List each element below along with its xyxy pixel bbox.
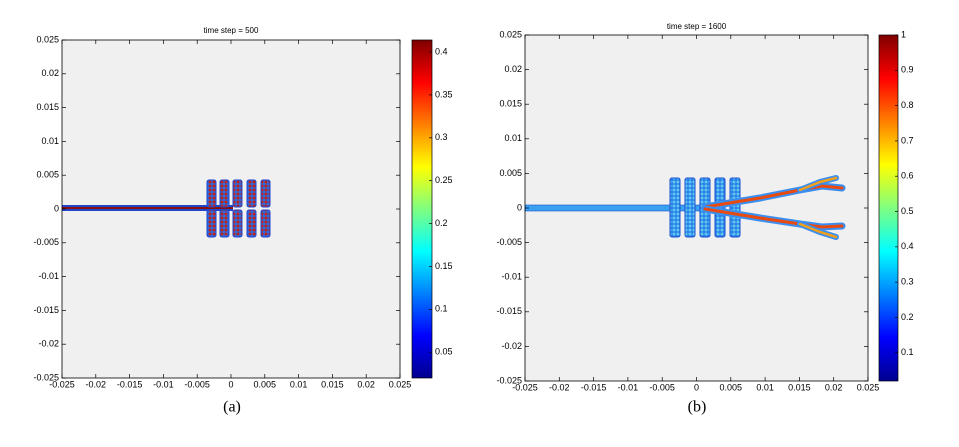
- y-tick-label: 0.005: [499, 168, 522, 178]
- y-tick-label: -0.01: [38, 271, 59, 281]
- particle-field: [62, 179, 271, 238]
- colorbar-tick-label: 0.3: [435, 132, 448, 142]
- y-tick-label: -0.005: [496, 237, 522, 247]
- x-tick-label: -0.01: [153, 379, 174, 389]
- x-tick-label: 0: [228, 379, 233, 389]
- chart-title: time step = 500: [204, 26, 259, 35]
- caption: (a): [223, 399, 241, 416]
- y-tick-label: -0.02: [501, 341, 522, 351]
- x-tick-label: 0.015: [321, 379, 344, 389]
- x-tick-label: 0.025: [857, 382, 880, 392]
- x-tick-label: -0.015: [117, 379, 143, 389]
- y-tick-label: -0.01: [501, 272, 522, 282]
- y-tick-label: 0.025: [36, 34, 59, 44]
- y-tick-label: 0.01: [504, 133, 522, 143]
- x-tick-label: 0.015: [788, 382, 811, 392]
- colorbar-tick-label: 0.4: [435, 46, 448, 56]
- colorbar-tick-label: 0.15: [435, 261, 453, 271]
- x-tick-label: -0.025: [49, 379, 75, 389]
- x-tick-label: 0.01: [756, 382, 774, 392]
- y-tick-label: -0.025: [33, 372, 59, 382]
- chart-title: time step = 1600: [667, 22, 727, 31]
- colorbar-tick-label: 1: [901, 29, 906, 39]
- x-tick-label: -0.005: [649, 382, 675, 392]
- x-tick-label: 0.01: [290, 379, 308, 389]
- y-tick-label: 0.005: [36, 170, 59, 180]
- colorbar-tick-label: 0.1: [901, 347, 914, 357]
- y-tick-label: 0.015: [499, 99, 522, 109]
- y-tick-label: 0: [517, 202, 522, 212]
- colorbar-tick-label: 0.35: [435, 89, 453, 99]
- colorbar-tick-label: 0.8: [901, 100, 914, 110]
- colorbar-tick-label: 0.4: [901, 241, 914, 251]
- x-tick-label: 0.02: [357, 379, 375, 389]
- colorbar: [878, 34, 899, 382]
- colorbar-tick-label: 0.2: [901, 312, 914, 322]
- colorbar-tick-label: 0.05: [435, 347, 453, 357]
- x-tick-label: 0.025: [389, 379, 412, 389]
- colorbar-tick-label: 0.1: [435, 304, 448, 314]
- colorbar-tick-label: 0.25: [435, 175, 453, 185]
- colorbar-tick-label: 0.6: [901, 171, 914, 181]
- colorbar-tick-label: 0.3: [901, 277, 914, 287]
- y-tick-label: 0.01: [41, 136, 59, 146]
- y-tick-label: 0: [54, 203, 59, 213]
- x-tick-label: -0.005: [184, 379, 210, 389]
- x-tick-label: -0.025: [512, 382, 538, 392]
- colorbar: [411, 39, 433, 379]
- x-tick-label: -0.01: [618, 382, 639, 392]
- colorbar-tick-label: 0.2: [435, 218, 448, 228]
- y-tick-label: 0.015: [36, 102, 59, 112]
- x-tick-label: 0.005: [254, 379, 277, 389]
- colorbar-tick-label: 0.9: [901, 65, 914, 75]
- colorbar-tick-label: 0.7: [901, 135, 914, 145]
- x-tick-label: -0.015: [581, 382, 607, 392]
- x-tick-label: 0.005: [720, 382, 743, 392]
- x-tick-label: 0: [694, 382, 699, 392]
- y-tick-label: 0.02: [41, 68, 59, 78]
- x-tick-label: 0.02: [825, 382, 843, 392]
- x-tick-label: -0.02: [86, 379, 107, 389]
- y-tick-label: -0.025: [496, 375, 522, 385]
- y-tick-label: -0.015: [33, 305, 59, 315]
- x-tick-label: -0.02: [549, 382, 570, 392]
- y-tick-label: -0.02: [38, 339, 59, 349]
- y-tick-label: -0.015: [496, 306, 522, 316]
- colorbar-tick-label: 0.5: [901, 206, 914, 216]
- y-tick-label: 0.02: [504, 64, 522, 74]
- caption: (b): [688, 399, 707, 416]
- y-tick-label: -0.005: [33, 237, 59, 247]
- particle-field: [524, 175, 846, 240]
- y-tick-label: 0.025: [499, 29, 522, 39]
